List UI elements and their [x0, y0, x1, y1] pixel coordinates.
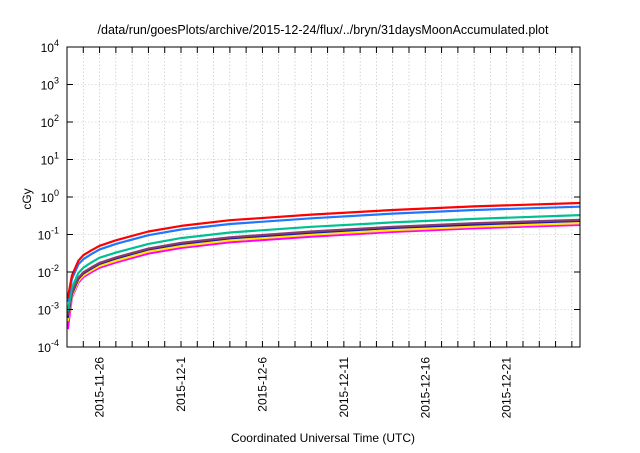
y-tick-label: 102	[41, 113, 59, 130]
series-line-brown	[66, 218, 581, 316]
series-group	[66, 201, 581, 330]
series-line-blue	[66, 205, 581, 302]
y-tick-label: 103	[41, 76, 59, 93]
series-line-magenta	[66, 223, 581, 330]
y-tick-label: 104	[41, 38, 59, 55]
x-tick-label: 2015-12-16	[418, 357, 432, 419]
x-tick-label: 2015-11-26	[93, 357, 107, 418]
y-axis-label: cGy	[20, 188, 34, 209]
x-tick-label: 2015-12-1	[174, 357, 188, 412]
series-line-red	[66, 201, 581, 299]
x-axis-label: Coordinated Universal Time (UTC)	[231, 431, 415, 445]
y-tick-labels: 10-4 10-3 10-2 10-1 100 101 102 103 104	[38, 38, 59, 355]
series-line-teal	[66, 214, 581, 312]
grid	[67, 47, 580, 347]
y-tick-label: 10-4	[38, 338, 59, 355]
x-tick-label: 2015-12-6	[255, 357, 269, 412]
ticks	[67, 47, 580, 347]
y-tick-label: 10-2	[38, 263, 59, 280]
x-tick-labels: 2015-11-26 2015-12-1 2015-12-6 2015-12-11 20…	[93, 357, 514, 419]
chart-title: /data/run/goesPlots/archive/2015-12-24/f…	[98, 23, 549, 37]
y-tick-label: 100	[41, 188, 59, 205]
x-tick-label: 2015-12-11	[337, 357, 351, 418]
y-tick-label: 10-1	[38, 226, 59, 243]
x-tick-label: 2015-12-21	[500, 357, 514, 419]
y-tick-label: 101	[41, 151, 59, 168]
series-line-yellow	[66, 222, 581, 321]
y-tick-label: 10-3	[38, 301, 59, 318]
